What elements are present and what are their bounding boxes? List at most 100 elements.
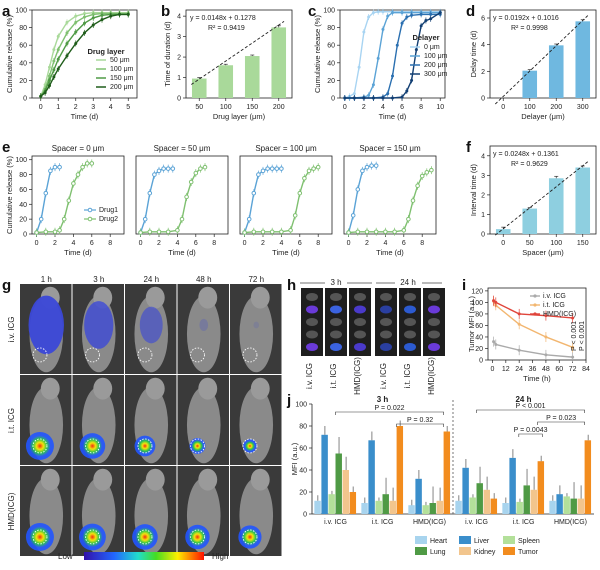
data-point (126, 12, 130, 16)
bar (490, 498, 498, 514)
x-tick-label: 6 (90, 240, 94, 247)
y-tick-label: 60 (19, 187, 27, 194)
data-point (109, 14, 113, 18)
data-point (373, 163, 379, 168)
tumor-outline (189, 438, 205, 454)
data-point (242, 230, 247, 235)
x-tick-label: 0 (139, 240, 143, 247)
data-point (544, 353, 548, 357)
x-tick-label: 2 (362, 104, 366, 111)
organ (404, 330, 416, 339)
plot-frame (343, 155, 437, 235)
x-tick-label: 100 (524, 104, 536, 111)
legend-label: 200 μm (424, 62, 448, 69)
mouse-head (93, 377, 113, 400)
data-point (84, 161, 90, 166)
x-tick-label: 4 (381, 104, 385, 111)
mouse-silhouette (239, 295, 274, 373)
tumor-signal (25, 431, 54, 460)
y-tick-label: 0 (481, 96, 485, 103)
panel-label-g: g (2, 277, 11, 294)
y-tick-label: 20 (19, 78, 27, 85)
x-tick-label: 48 (542, 366, 550, 373)
p-value: P = 0.023 (546, 415, 576, 422)
bar (415, 478, 422, 514)
bar (396, 426, 404, 514)
organ (404, 305, 416, 314)
mouse-head (250, 377, 270, 400)
bar (342, 470, 349, 514)
data-point (161, 166, 166, 171)
data-point (371, 96, 375, 100)
data-point (142, 216, 148, 222)
p-value: P < 0.001 (571, 321, 578, 351)
bar (522, 70, 538, 98)
organ (330, 305, 342, 314)
fit-equation: y = 0.0148x + 0.1278 (190, 15, 256, 22)
data-point (288, 227, 293, 233)
x-tick-label: 6 (402, 240, 406, 247)
x-tick-label: 84 (582, 366, 590, 373)
tumor-outline (137, 529, 153, 545)
group-label: i.t. ICG (403, 364, 412, 389)
data-point (386, 14, 390, 18)
fit-line (495, 161, 589, 236)
data-point (419, 12, 423, 16)
data-point (89, 161, 95, 166)
data-point (147, 229, 153, 235)
plot-frame (185, 9, 293, 99)
r-squared: R² = 0.9629 (511, 161, 548, 168)
legend-label: Heart (430, 538, 447, 545)
y-tick-label: 20 (475, 346, 483, 353)
bar (530, 489, 537, 514)
data-point (138, 230, 143, 235)
y-tick-label: 1 (481, 212, 485, 219)
data-point (517, 312, 521, 316)
bar (469, 497, 476, 514)
data-point (371, 83, 375, 87)
data-point (364, 164, 370, 170)
legend-label: i.v. ICG (543, 293, 566, 300)
group-label: i.t. ICG (329, 364, 338, 389)
x-tick-label: 4 (109, 104, 113, 111)
x-tick-label: 6 (194, 240, 198, 247)
organ (306, 343, 318, 351)
tumor-signal (243, 439, 257, 453)
signal-region (28, 295, 64, 355)
sig-bracket (335, 411, 444, 415)
x-axis-label: Time (d) (168, 248, 196, 257)
plot-frame (489, 9, 597, 99)
bar (349, 492, 357, 514)
x-axis-label: Time (d) (272, 248, 300, 257)
group-label: i.v. ICG (305, 363, 314, 389)
data-point (369, 163, 374, 168)
bar (563, 496, 570, 514)
data-point (386, 92, 390, 96)
panel-label-a: a (2, 3, 11, 20)
y-tick-label: 80 (19, 172, 27, 179)
data-point (355, 229, 361, 235)
panel-label-d: d (466, 3, 475, 20)
data-point (352, 96, 356, 100)
fit-equation: y = 0.0192x + 0.1016 (493, 15, 559, 22)
signal-region (139, 306, 163, 344)
data-point (306, 168, 312, 174)
data-point (492, 340, 496, 344)
x-tick-label: 4 (175, 240, 179, 247)
row-label: i.t. ICG (7, 408, 16, 433)
x-tick-label: 3 (91, 104, 95, 111)
organ (428, 318, 440, 326)
legend-swatch (415, 536, 427, 544)
organ (428, 293, 440, 301)
data-point (346, 230, 351, 235)
data-point (251, 190, 257, 196)
x-tick-label: 6 (298, 240, 302, 247)
plot-frame (135, 155, 229, 235)
legend-marker (87, 207, 93, 213)
data-point (364, 229, 370, 235)
x-tick-label: 100 (220, 104, 232, 111)
y-axis-label: Delay time (d) (469, 30, 478, 77)
data-point (48, 78, 51, 82)
p-value: P < 0.001 (579, 321, 586, 351)
organ (330, 343, 342, 351)
